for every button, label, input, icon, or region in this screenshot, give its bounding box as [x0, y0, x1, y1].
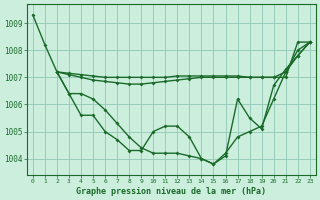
X-axis label: Graphe pression niveau de la mer (hPa): Graphe pression niveau de la mer (hPa) [76, 187, 266, 196]
